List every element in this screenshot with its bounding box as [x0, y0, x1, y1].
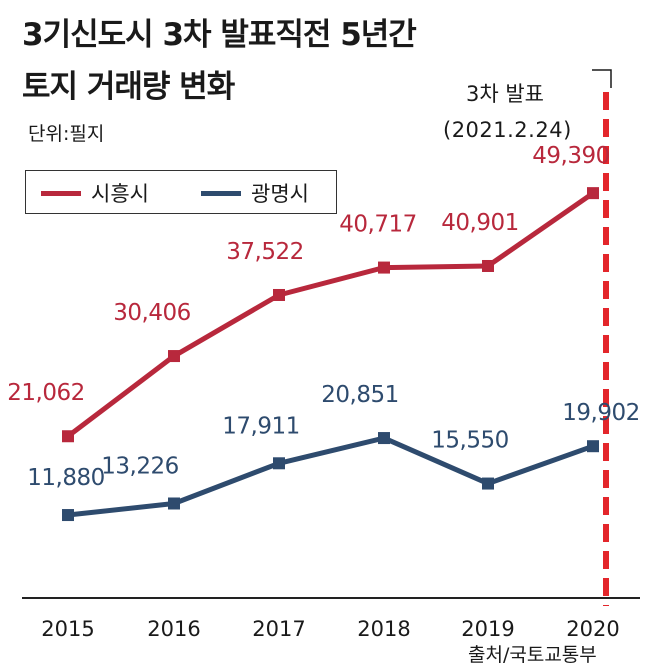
legend-swatch-gwangmyeong — [201, 190, 241, 196]
x-tick-label: 2016 — [147, 617, 200, 641]
data-point — [482, 477, 494, 490]
legend: 시흥시 광명시 — [25, 170, 337, 214]
data-label: 11,880 — [27, 465, 104, 491]
source-credit: 출처/국토교통부 — [468, 644, 597, 666]
series-line-2 — [67, 435, 594, 518]
data-point — [482, 259, 494, 272]
chart-title: 3기신도시 3차 발표직전 5년간 — [22, 17, 417, 53]
data-point — [378, 261, 390, 274]
data-label: 13,226 — [101, 453, 178, 479]
data-label: 37,522 — [226, 239, 303, 265]
announcement-label: 3차 발표 — [466, 82, 544, 106]
data-label: 19,902 — [562, 400, 639, 426]
series-line-1 — [66, 191, 595, 439]
data-label: 20,851 — [321, 382, 398, 408]
data-point — [587, 440, 599, 453]
data-point — [378, 432, 390, 445]
data-point — [62, 430, 74, 443]
x-tick-label: 2020 — [566, 617, 619, 641]
data-label: 30,406 — [113, 300, 190, 326]
data-point — [168, 350, 180, 363]
data-label: 15,550 — [431, 428, 508, 454]
data-point — [62, 509, 74, 522]
data-point — [273, 288, 285, 301]
data-label: 17,911 — [222, 413, 299, 439]
unit-label: 단위:필지 — [28, 123, 105, 145]
chart-subtitle: 토지 거래량 변화 — [22, 69, 235, 105]
x-tick-label: 2019 — [461, 617, 514, 641]
x-tick-label: 2017 — [252, 617, 305, 641]
data-point — [168, 497, 180, 510]
legend-item-gwangmyeong: 광명시 — [201, 171, 309, 215]
data-point — [273, 457, 285, 470]
x-tick-label: 2015 — [41, 617, 94, 641]
legend-label-siheung: 시흥시 — [91, 182, 149, 206]
data-point — [587, 187, 599, 200]
data-label: 21,062 — [7, 380, 84, 406]
data-label: 40,901 — [441, 210, 518, 236]
legend-item-siheung: 시흥시 — [41, 171, 149, 215]
x-tick-label: 2018 — [357, 617, 410, 641]
announcement-date: (2021.2.24) — [443, 118, 572, 142]
legend-swatch-siheung — [41, 190, 81, 196]
announcement-bracket — [592, 69, 612, 88]
data-label: 49,390 — [532, 143, 609, 169]
legend-label-gwangmyeong: 광명시 — [251, 182, 309, 206]
data-label: 40,717 — [339, 212, 416, 238]
